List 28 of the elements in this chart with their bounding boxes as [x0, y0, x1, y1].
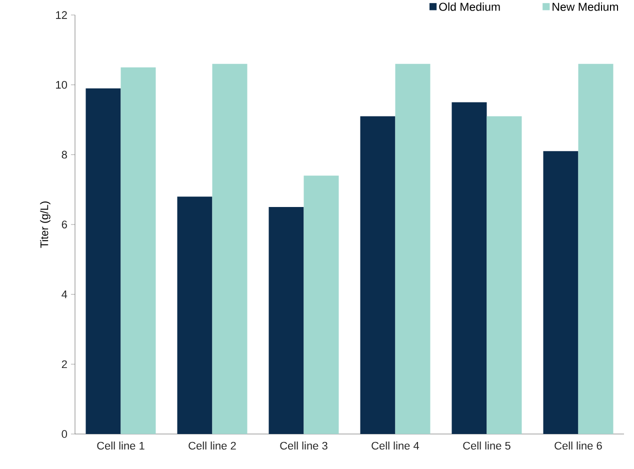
- bar: [177, 196, 212, 434]
- bar: [452, 102, 487, 434]
- x-tick-label: Cell line 2: [188, 442, 236, 450]
- bar: [486, 116, 522, 434]
- x-tick-label: Cell line 4: [372, 442, 420, 450]
- x-tick-label: Cell line 3: [280, 442, 328, 450]
- bar: [543, 151, 578, 434]
- legend-label: New Medium: [552, 2, 618, 11]
- x-tick-label: Cell line 1: [97, 442, 144, 450]
- bar: [268, 207, 304, 434]
- x-tick-label: Cell line 6: [554, 442, 602, 450]
- bar: [360, 116, 396, 434]
- bar: [578, 64, 614, 434]
- y-tick-label: 6: [62, 220, 67, 228]
- y-tick-label: 4: [62, 290, 68, 298]
- y-tick-label: 10: [56, 80, 68, 89]
- y-tick-label: 12: [56, 11, 67, 19]
- bar: [395, 64, 430, 434]
- y-tick-label: 0: [62, 430, 68, 438]
- y-tick-label: 8: [62, 150, 67, 159]
- y-axis-title: Titer (g/L): [40, 202, 50, 248]
- bar: [120, 67, 156, 434]
- y-tick-label: 2: [62, 360, 67, 368]
- bar: [304, 176, 339, 434]
- bar: [212, 64, 248, 434]
- bar: [86, 88, 121, 434]
- legend-label: Old Medium: [439, 2, 500, 11]
- x-tick-label: Cell line 5: [463, 442, 510, 450]
